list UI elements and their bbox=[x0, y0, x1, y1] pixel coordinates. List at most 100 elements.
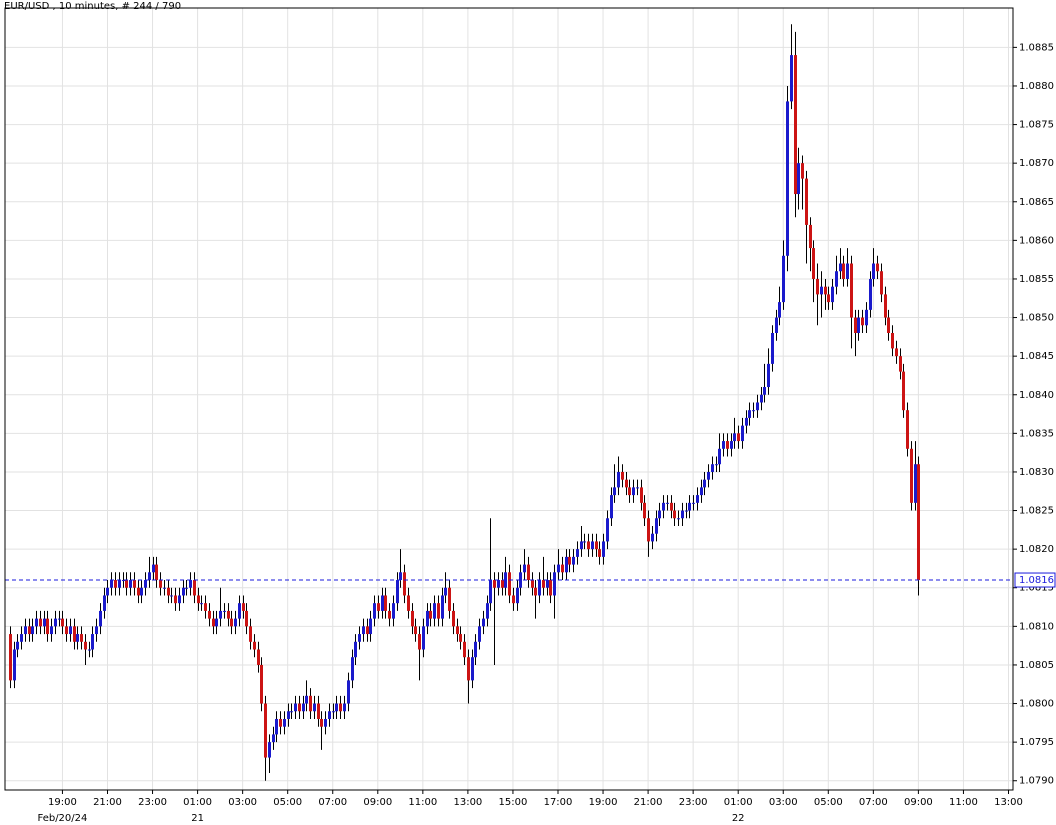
candle-body bbox=[482, 618, 485, 627]
candle-body bbox=[407, 595, 410, 611]
candle-body bbox=[46, 618, 49, 635]
candle-body bbox=[857, 317, 860, 333]
x-tick-label: 01:00 bbox=[724, 797, 753, 808]
candle-body bbox=[95, 626, 98, 635]
candle-body bbox=[700, 487, 703, 496]
candle-body bbox=[527, 564, 530, 581]
candle-body bbox=[865, 309, 868, 326]
candle-body bbox=[332, 711, 335, 713]
candle-body bbox=[842, 263, 845, 279]
candle-body bbox=[335, 703, 338, 712]
date-label: 21 bbox=[191, 813, 204, 824]
y-tick-label: 1.0885 bbox=[1019, 42, 1054, 53]
candle-body bbox=[572, 556, 575, 565]
candle-body bbox=[876, 263, 879, 272]
candle-body bbox=[917, 464, 920, 581]
y-tick-label: 1.0855 bbox=[1019, 274, 1054, 285]
candle-body bbox=[88, 649, 91, 651]
candle-body bbox=[568, 556, 571, 565]
candle-body bbox=[227, 610, 230, 619]
candle-body bbox=[737, 433, 740, 442]
candle-body bbox=[354, 641, 357, 658]
candle-body bbox=[591, 541, 594, 550]
candle-body bbox=[887, 317, 890, 333]
candle-body bbox=[880, 271, 883, 295]
candle-body bbox=[137, 587, 140, 596]
candle-body bbox=[28, 626, 31, 635]
y-tick-label: 1.0875 bbox=[1019, 120, 1054, 131]
y-tick-label: 1.0815 bbox=[1019, 583, 1054, 594]
last-price-label: 1.0816 bbox=[1019, 575, 1054, 586]
candle-body bbox=[381, 595, 384, 611]
candle-body bbox=[230, 618, 233, 627]
candle-body bbox=[328, 711, 331, 719]
candle-body bbox=[16, 641, 19, 650]
candle-body bbox=[782, 255, 785, 303]
x-tick-label: 07:00 bbox=[318, 797, 347, 808]
date-label: Feb/20/24 bbox=[37, 813, 87, 824]
candle-body bbox=[610, 495, 613, 519]
candle-body bbox=[546, 580, 549, 588]
candle-body bbox=[287, 711, 290, 719]
candle-body bbox=[523, 564, 526, 573]
candle-body bbox=[178, 595, 181, 604]
candle-body bbox=[238, 603, 241, 619]
candle-body bbox=[752, 410, 755, 412]
candle-body bbox=[824, 286, 827, 295]
candle-body bbox=[403, 572, 406, 596]
candle-body bbox=[414, 626, 417, 635]
candle-body bbox=[309, 695, 312, 712]
last-price-box bbox=[1014, 572, 1056, 588]
candle-body bbox=[625, 479, 628, 488]
candle-body bbox=[580, 541, 583, 550]
candle-body bbox=[35, 618, 38, 627]
candle-body bbox=[444, 587, 447, 596]
y-tick-label: 1.0790 bbox=[1019, 776, 1054, 787]
candle-body bbox=[696, 495, 699, 503]
candle-body bbox=[711, 464, 714, 472]
x-tick-label: 03:00 bbox=[769, 797, 798, 808]
candle-body bbox=[91, 634, 94, 650]
candle-body bbox=[264, 703, 267, 758]
candle-body bbox=[65, 626, 68, 635]
candle-body bbox=[531, 580, 534, 588]
candle-body bbox=[212, 618, 215, 627]
candle-body bbox=[189, 580, 192, 588]
x-tick-label: 09:00 bbox=[904, 797, 933, 808]
candle-body bbox=[43, 618, 46, 627]
candle-body bbox=[76, 634, 79, 642]
candle-body bbox=[606, 518, 609, 542]
candle-body bbox=[681, 510, 684, 519]
candle-body bbox=[778, 302, 781, 318]
candle-body bbox=[745, 417, 748, 426]
candle-body bbox=[302, 703, 305, 712]
candle-body bbox=[80, 634, 83, 642]
candle-body bbox=[9, 634, 12, 681]
candle-body bbox=[733, 433, 736, 442]
candle-body bbox=[358, 634, 361, 642]
candle-body bbox=[369, 618, 372, 635]
candle-body bbox=[182, 587, 185, 596]
candle-body bbox=[666, 502, 669, 504]
candle-body bbox=[58, 618, 61, 620]
candle-body bbox=[106, 587, 109, 596]
plot-frame bbox=[4, 7, 1014, 791]
candle-body bbox=[557, 564, 560, 573]
candle-body bbox=[463, 641, 466, 658]
candle-body bbox=[583, 541, 586, 543]
x-tick-label: 05:00 bbox=[814, 797, 843, 808]
candle-body bbox=[763, 387, 766, 395]
candle-body bbox=[283, 718, 286, 727]
candle-body bbox=[651, 533, 654, 542]
candle-body bbox=[193, 580, 196, 596]
candle-body bbox=[317, 703, 320, 719]
candle-body bbox=[722, 441, 725, 449]
candle-body bbox=[148, 572, 151, 581]
candle-body bbox=[670, 502, 673, 511]
candle-body bbox=[767, 363, 770, 388]
candle-body bbox=[129, 580, 132, 588]
candle-body bbox=[846, 263, 849, 279]
x-tick-label: 23:00 bbox=[138, 797, 167, 808]
candle-body bbox=[685, 510, 688, 512]
